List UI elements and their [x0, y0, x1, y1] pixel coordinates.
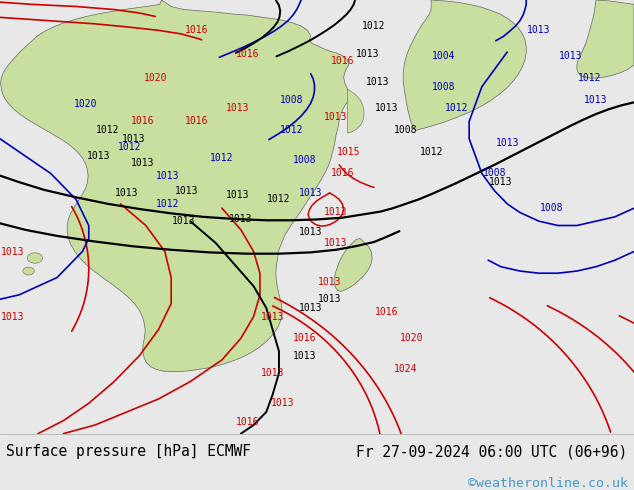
Text: ©weatheronline.co.uk: ©weatheronline.co.uk	[468, 477, 628, 490]
Text: 1012: 1012	[156, 199, 180, 209]
Text: 1013: 1013	[131, 158, 155, 168]
Text: 1013: 1013	[356, 49, 380, 59]
Text: 1013: 1013	[489, 177, 513, 187]
Text: 1013: 1013	[226, 103, 250, 113]
Text: 1016: 1016	[184, 25, 209, 35]
Text: 1012: 1012	[419, 147, 443, 157]
Text: 1013: 1013	[121, 134, 145, 144]
Text: 1016: 1016	[330, 56, 354, 66]
Text: 1013: 1013	[261, 312, 285, 321]
Circle shape	[27, 253, 42, 263]
Text: 1016: 1016	[235, 49, 259, 59]
Text: 1013: 1013	[318, 294, 342, 304]
Text: 1016: 1016	[235, 416, 259, 426]
Text: 1013: 1013	[318, 277, 342, 287]
Text: 1008: 1008	[432, 82, 456, 92]
Text: 1013: 1013	[527, 25, 551, 35]
Text: 1008: 1008	[540, 203, 564, 213]
Text: 1012: 1012	[118, 143, 142, 152]
Text: 1013: 1013	[1, 246, 25, 257]
Text: 1013: 1013	[156, 171, 180, 181]
Text: 1004: 1004	[432, 51, 456, 61]
Text: 1008: 1008	[482, 169, 507, 178]
Text: 1013: 1013	[584, 95, 608, 105]
Text: 1012: 1012	[578, 73, 602, 83]
Polygon shape	[577, 0, 634, 78]
Text: 1012: 1012	[267, 195, 291, 204]
Text: 1013: 1013	[292, 350, 316, 361]
Text: 1012: 1012	[362, 21, 386, 31]
Text: 1013: 1013	[299, 227, 323, 237]
Text: 1016: 1016	[330, 169, 354, 178]
Text: 1013: 1013	[324, 112, 348, 122]
Text: 1013: 1013	[86, 151, 110, 161]
Text: 1013: 1013	[324, 238, 348, 248]
Text: 1013: 1013	[299, 188, 323, 198]
Text: 1013: 1013	[375, 103, 399, 113]
Text: 1013: 1013	[495, 138, 519, 148]
Text: 1016: 1016	[292, 333, 316, 343]
Text: 1015: 1015	[337, 147, 361, 157]
Polygon shape	[347, 89, 364, 133]
Text: 1012: 1012	[96, 125, 120, 135]
Text: 1013: 1013	[324, 207, 348, 218]
Text: 1016: 1016	[375, 307, 399, 317]
Text: Fr 27-09-2024 06:00 UTC (06+96): Fr 27-09-2024 06:00 UTC (06+96)	[356, 444, 628, 459]
Polygon shape	[1, 0, 349, 371]
Polygon shape	[334, 239, 372, 292]
Text: 1020: 1020	[74, 99, 98, 109]
Text: 1008: 1008	[292, 155, 316, 166]
Text: 1013: 1013	[559, 51, 583, 61]
Text: 1013: 1013	[299, 303, 323, 313]
Text: 1013: 1013	[365, 77, 389, 87]
Text: 1024: 1024	[394, 364, 418, 373]
Text: 1013: 1013	[1, 312, 25, 321]
Text: 1013: 1013	[261, 368, 285, 378]
Text: 1008: 1008	[394, 125, 418, 135]
Text: 1020: 1020	[400, 333, 424, 343]
Text: 1013: 1013	[175, 186, 199, 196]
Text: 1013: 1013	[229, 214, 253, 224]
Text: 1012: 1012	[444, 103, 469, 113]
Text: 1012: 1012	[210, 153, 234, 163]
Text: 1008: 1008	[280, 95, 304, 105]
Circle shape	[23, 267, 34, 275]
Text: 1013: 1013	[172, 216, 196, 226]
Text: 1013: 1013	[226, 190, 250, 200]
Text: 1013: 1013	[115, 188, 139, 198]
Text: 1013: 1013	[270, 398, 294, 408]
Text: 1020: 1020	[143, 73, 167, 83]
Text: 1016: 1016	[184, 117, 209, 126]
Text: Surface pressure [hPa] ECMWF: Surface pressure [hPa] ECMWF	[6, 444, 251, 459]
Polygon shape	[403, 0, 526, 130]
Text: 1016: 1016	[131, 117, 155, 126]
Text: 1012: 1012	[280, 125, 304, 135]
